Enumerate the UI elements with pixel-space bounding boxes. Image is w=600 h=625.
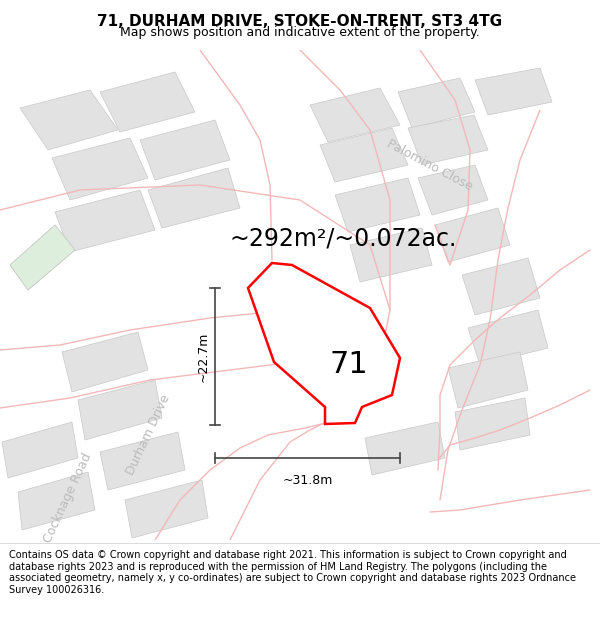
- Polygon shape: [52, 138, 148, 200]
- Text: ~292m²/~0.072ac.: ~292m²/~0.072ac.: [230, 226, 457, 250]
- Polygon shape: [10, 225, 75, 290]
- Polygon shape: [455, 398, 530, 450]
- Polygon shape: [335, 178, 420, 232]
- Polygon shape: [475, 68, 552, 115]
- Polygon shape: [248, 263, 400, 424]
- Polygon shape: [418, 165, 488, 215]
- Text: ~22.7m: ~22.7m: [197, 331, 209, 382]
- Polygon shape: [55, 190, 155, 252]
- Polygon shape: [408, 115, 488, 165]
- Polygon shape: [62, 332, 148, 392]
- Polygon shape: [78, 380, 162, 440]
- Polygon shape: [448, 352, 528, 408]
- Polygon shape: [18, 472, 95, 530]
- Polygon shape: [2, 422, 78, 478]
- Text: 71: 71: [329, 350, 368, 379]
- Polygon shape: [468, 310, 548, 365]
- Polygon shape: [125, 480, 208, 538]
- Text: ~31.8m: ~31.8m: [283, 474, 332, 486]
- Polygon shape: [100, 72, 195, 132]
- Text: Cocknage Road: Cocknage Road: [41, 451, 95, 545]
- Polygon shape: [398, 78, 475, 128]
- Polygon shape: [310, 88, 400, 142]
- Text: Contains OS data © Crown copyright and database right 2021. This information is : Contains OS data © Crown copyright and d…: [9, 550, 576, 595]
- Polygon shape: [100, 432, 185, 490]
- Polygon shape: [20, 90, 118, 150]
- Text: Map shows position and indicative extent of the property.: Map shows position and indicative extent…: [120, 26, 480, 39]
- Polygon shape: [320, 128, 408, 182]
- Polygon shape: [435, 208, 510, 262]
- Polygon shape: [148, 168, 240, 228]
- Text: 71, DURHAM DRIVE, STOKE-ON-TRENT, ST3 4TG: 71, DURHAM DRIVE, STOKE-ON-TRENT, ST3 4T…: [97, 14, 503, 29]
- Polygon shape: [365, 422, 445, 475]
- Polygon shape: [140, 120, 230, 180]
- Polygon shape: [462, 258, 540, 315]
- Polygon shape: [10, 225, 75, 290]
- Polygon shape: [350, 228, 432, 282]
- Text: Palomino Close: Palomino Close: [385, 137, 475, 193]
- Text: Durham Drive: Durham Drive: [124, 392, 172, 478]
